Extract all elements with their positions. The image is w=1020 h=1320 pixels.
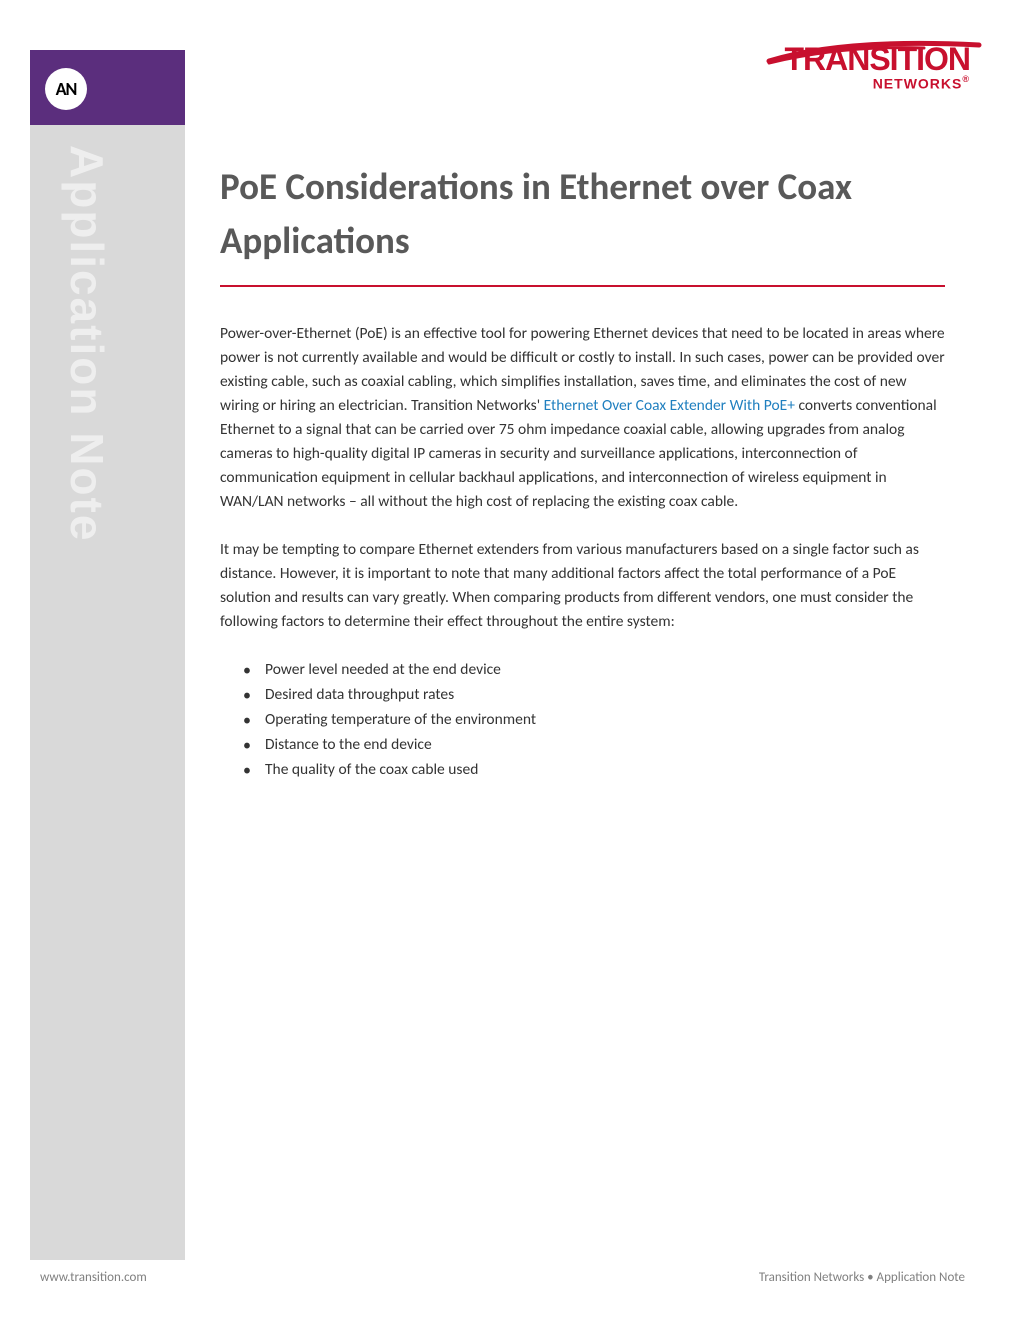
list-item: Desired data throughput rates: [265, 683, 945, 708]
main-content: PoE Considerations in Ethernet over Coax…: [220, 160, 945, 782]
an-badge-text: AN: [56, 78, 77, 100]
considerations-list: Power level needed at the end device Des…: [220, 658, 945, 782]
company-logo: TRANSITION NETWORKS®: [784, 45, 970, 93]
sidebar-vertical-title: Application Note: [60, 125, 114, 542]
list-item: Operating temperature of the environment: [265, 708, 945, 733]
sidebar-header: AN: [30, 50, 185, 125]
title-divider: [220, 285, 945, 287]
sidebar: AN Application Note: [30, 50, 185, 1260]
list-item: The quality of the coax cable used: [265, 758, 945, 783]
list-item: Distance to the end device: [265, 733, 945, 758]
paragraph-1: Power-over-Ethernet (PoE) is an effectiv…: [220, 322, 945, 514]
list-item: Power level needed at the end device: [265, 658, 945, 683]
logo-main-text: TRANSITION: [784, 45, 970, 74]
paragraph-2: It may be tempting to compare Ethernet e…: [220, 538, 945, 634]
logo-swoosh-icon: [764, 33, 984, 68]
footer-url: www.transition.com: [40, 1270, 147, 1285]
footer-attribution: Transition Networks • Application Note: [759, 1270, 965, 1285]
product-link[interactable]: Ethernet Over Coax Extender With PoE+: [544, 396, 795, 415]
page-title: PoE Considerations in Ethernet over Coax…: [220, 160, 945, 267]
an-badge: AN: [45, 68, 87, 110]
